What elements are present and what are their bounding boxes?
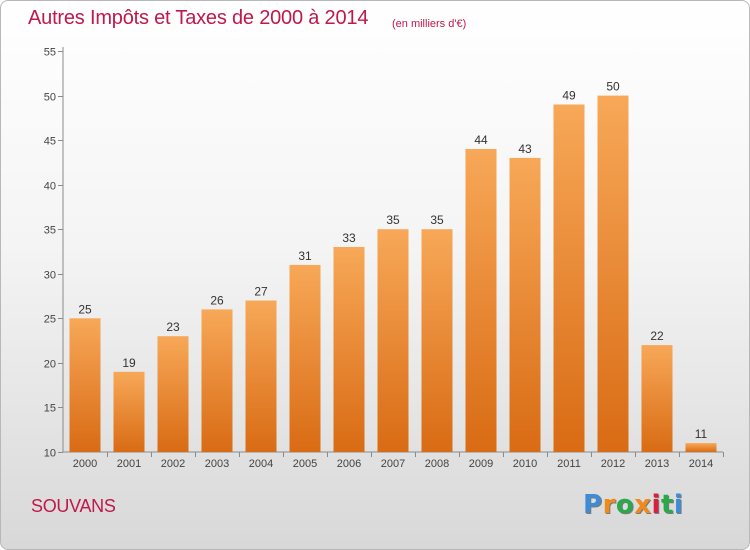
bar-2009 <box>465 149 497 452</box>
bar-2012 <box>597 95 629 452</box>
logo-letter: x <box>634 490 652 520</box>
value-label-2001: 19 <box>122 356 136 370</box>
x-tick-label-2013: 2013 <box>645 458 669 470</box>
x-tick-label-2005: 2005 <box>293 458 317 470</box>
x-tick-label-2002: 2002 <box>161 458 185 470</box>
y-tick-label: 15 <box>44 403 56 415</box>
bar-2011 <box>553 104 585 452</box>
logo-letter: r <box>602 490 616 520</box>
y-tick-label: 10 <box>44 448 56 460</box>
bar-2001 <box>113 371 145 452</box>
bar-2008 <box>421 229 453 452</box>
bar-2014 <box>685 443 717 452</box>
x-tick-label-2011: 2011 <box>557 458 581 470</box>
logo-letter: o <box>615 490 635 520</box>
bar-2005 <box>289 264 321 452</box>
y-tick-label: 20 <box>44 359 56 371</box>
logo-letter: i <box>673 490 684 520</box>
value-label-2000: 25 <box>78 302 92 316</box>
logo-letter: t <box>660 490 674 520</box>
bar-2010 <box>509 157 541 452</box>
y-tick-label: 55 <box>44 47 56 59</box>
x-tick-label-2014: 2014 <box>689 458 713 470</box>
proxiti-logo: Proxiti <box>583 490 683 520</box>
y-tick-label: 30 <box>44 270 56 282</box>
value-label-2011: 49 <box>562 89 576 103</box>
x-tick-label-2006: 2006 <box>337 458 361 470</box>
value-label-2008: 35 <box>430 213 444 227</box>
y-tick-label: 50 <box>44 92 56 104</box>
x-tick-label-2001: 2001 <box>117 458 141 470</box>
bar-2003 <box>201 309 233 452</box>
x-tick-label-2007: 2007 <box>381 458 405 470</box>
value-label-2013: 22 <box>650 329 664 343</box>
x-tick-label-2004: 2004 <box>249 458 273 470</box>
bar-2000 <box>69 318 101 452</box>
value-label-2012: 50 <box>606 80 620 94</box>
value-label-2007: 35 <box>386 213 400 227</box>
bar-2007 <box>377 229 409 452</box>
logo-letter: i <box>651 490 661 520</box>
logo-letter: P <box>583 490 603 520</box>
bar-2002 <box>157 336 189 452</box>
value-label-2014: 11 <box>695 427 708 441</box>
value-label-2010: 43 <box>518 142 532 156</box>
y-tick-label: 40 <box>44 181 56 193</box>
value-label-2004: 27 <box>254 285 268 299</box>
chart-unit: (en milliers d'€) <box>392 18 467 30</box>
y-tick-label: 25 <box>44 314 56 326</box>
value-label-2003: 26 <box>210 293 224 307</box>
x-tick-label-2010: 2010 <box>513 458 537 470</box>
value-label-2005: 31 <box>298 249 312 263</box>
place-name: SOUVANS <box>31 496 116 516</box>
x-tick-label-2003: 2003 <box>205 458 229 470</box>
bar-2013 <box>641 345 673 452</box>
value-label-2002: 23 <box>166 320 180 334</box>
value-label-2006: 33 <box>342 231 356 245</box>
x-tick-label-2000: 2000 <box>73 458 97 470</box>
y-tick-label: 35 <box>44 225 56 237</box>
value-label-2009: 44 <box>474 133 488 147</box>
bar-2006 <box>333 247 365 452</box>
chart-title: Autres Impôts et Taxes de 2000 à 2014 <box>28 7 369 29</box>
bar-2004 <box>245 300 277 452</box>
x-tick-label-2012: 2012 <box>601 458 625 470</box>
y-tick-label: 45 <box>44 136 56 148</box>
x-tick-label-2009: 2009 <box>469 458 493 470</box>
x-tick-label-2008: 2008 <box>425 458 449 470</box>
